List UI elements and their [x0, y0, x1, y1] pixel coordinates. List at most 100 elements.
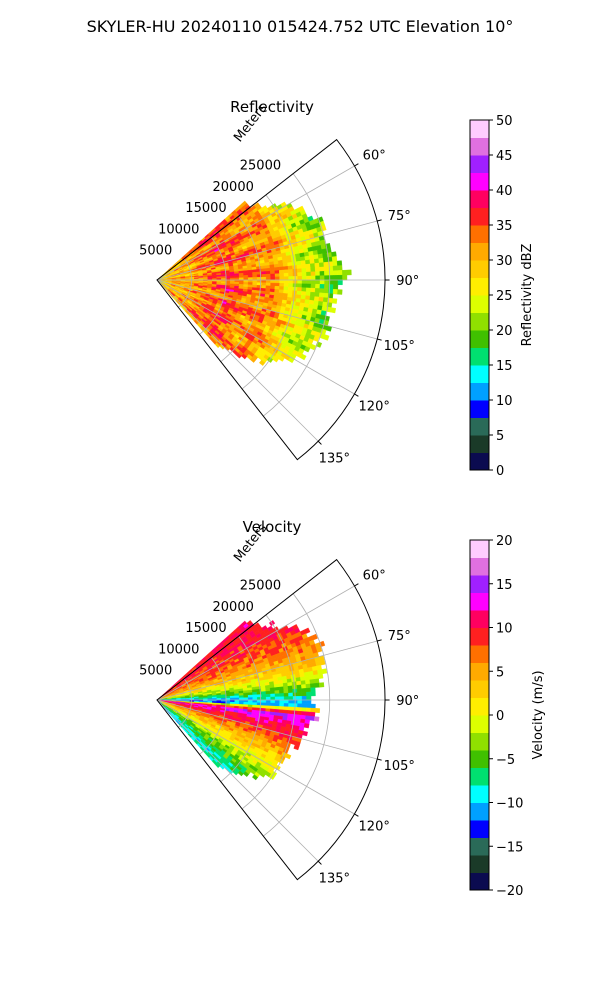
range-gate-cell [261, 279, 267, 284]
angle-tick [354, 813, 359, 817]
colorbar-tick-label: 10 [496, 394, 513, 409]
range-gate-cell [305, 707, 312, 713]
colorbar-swatch [470, 872, 489, 891]
colorbar-swatch [470, 225, 489, 243]
colorbar-swatch [470, 785, 489, 803]
range-gate-cell [288, 283, 294, 288]
range-gate-cell [324, 275, 330, 281]
range-gate-cell [229, 275, 235, 279]
range-gate-cell [310, 703, 316, 709]
colorbar-tick-label: 35 [496, 219, 513, 234]
range-gate-cell [265, 279, 271, 284]
range-gate-cell [270, 279, 276, 284]
range-gate-cell [337, 279, 343, 286]
colorbar-swatch [470, 627, 489, 646]
range-gate-cell [319, 266, 325, 272]
colorbar-swatch [470, 417, 489, 436]
colorbar-swatch [470, 242, 489, 261]
range-gate-cell [318, 262, 325, 268]
range-gate-cell [274, 279, 280, 284]
range-gate-cell [324, 284, 330, 290]
range-gate-cell [261, 691, 267, 695]
colorbar-tick-label: 0 [496, 464, 504, 479]
range-gate-cell [305, 287, 312, 293]
range-gate-cell [296, 688, 303, 693]
range-gate-cell [314, 682, 320, 688]
range-gate-cell [234, 695, 240, 699]
range-gate-cell [306, 699, 312, 705]
range-gate-cell [301, 279, 307, 285]
range-gate-cell [319, 288, 325, 294]
range-gate-cell [252, 271, 258, 276]
range-gate-cell [296, 684, 302, 690]
angle-tick-label: 90° [396, 694, 419, 709]
radial-tick-label: 20000 [213, 600, 254, 615]
colorbar-tick-label: −10 [496, 797, 523, 812]
range-gate-cell [288, 272, 294, 277]
range-gate-cell [305, 267, 312, 273]
range-gate-cell [305, 263, 311, 269]
range-gate-cell [270, 273, 276, 278]
range-gate-cell [310, 687, 316, 693]
range-gate-cell [313, 674, 319, 680]
colorbar-tick-label: −15 [496, 840, 523, 855]
colorbar-swatch [470, 330, 489, 348]
colorbar-swatch [470, 750, 489, 768]
range-gate-cell [297, 692, 303, 697]
range-gate-cell [313, 716, 320, 722]
range-gate-cell [283, 286, 289, 291]
colorbar-tick-label: 45 [496, 149, 513, 164]
range-gate-cell [229, 695, 235, 699]
range-gate-cell [288, 692, 294, 697]
range-gate-cell [252, 282, 258, 286]
radial-tick-label: 25000 [240, 159, 281, 174]
range-gate-cell [265, 282, 271, 287]
range-gate-cell [309, 715, 315, 721]
range-gate-cell [287, 262, 293, 267]
range-gate-cell [261, 696, 267, 701]
range-gate-cell [297, 283, 303, 288]
range-gate-cell [283, 266, 289, 271]
range-gate-cell [283, 279, 289, 284]
colorbar-swatch [470, 172, 489, 191]
range-gate-cell [319, 271, 325, 276]
range-gate-cell [337, 274, 343, 281]
colorbar-tick-label: 5 [496, 665, 504, 680]
colorbar-swatch [470, 820, 489, 838]
range-gate-cell [301, 684, 307, 689]
range-gate-cell [300, 680, 306, 686]
range-gate-cell [332, 260, 338, 267]
range-gate-cell [279, 699, 285, 704]
range-gate-cell [324, 279, 330, 285]
radial-tick-label: 25000 [240, 579, 281, 594]
reflectivity-sector-plot: 60° 75° 90° 105° 120° 135° 5000 10000 15000 20000… [139, 101, 419, 467]
range-gate-cell [283, 696, 289, 701]
angle-tick-label: 60° [363, 569, 386, 584]
range-gate-cell [331, 256, 338, 262]
colorbar-swatch [470, 190, 489, 208]
angle-tick-label: 105° [384, 339, 415, 354]
range-gate-cell [297, 699, 303, 705]
range-gate-cell [319, 284, 325, 289]
colorbar-tick-label: 10 [496, 622, 513, 637]
range-gate-cell [274, 699, 280, 704]
range-gate-cell [265, 693, 271, 698]
angle-tick-label: 75° [388, 629, 411, 644]
range-gate-cell [305, 683, 311, 689]
range-gate-cell [274, 693, 280, 698]
velocity-panel: Velocity 60°75°90°105°120°135°5000100001… [139, 518, 546, 899]
angle-tick [377, 219, 382, 222]
range-gate-cell [252, 702, 258, 706]
range-gate-cell [279, 279, 285, 284]
range-gate-cell [279, 269, 285, 274]
colorbar-tick-label: 5 [496, 429, 504, 444]
range-gate-cell [243, 695, 249, 698]
range-gate-cell [331, 298, 338, 304]
radial-tick-label: 15000 [185, 201, 226, 216]
range-gate-cell [323, 266, 330, 272]
colorbar-tick-label: 0 [496, 709, 504, 724]
range-gate-cell [310, 683, 316, 689]
range-gate-cell [288, 699, 294, 704]
colorbar-swatch [470, 137, 489, 156]
colorbar-swatch [470, 260, 489, 278]
